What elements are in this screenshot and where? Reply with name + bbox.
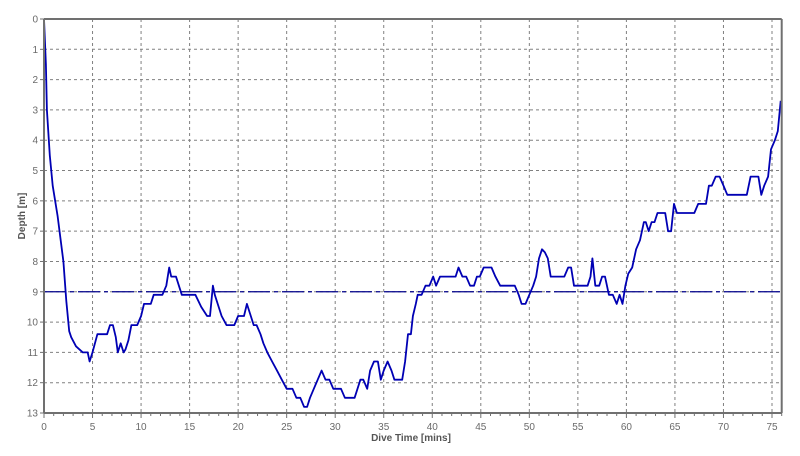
depth-line <box>43 18 782 408</box>
y-tick-label: 3 <box>32 105 38 116</box>
x-minor-ticks <box>43 413 783 418</box>
y-tick-label: 8 <box>32 257 38 268</box>
x-tick-label: 20 <box>233 422 245 433</box>
x-tick-label: 75 <box>766 422 778 433</box>
x-tick-label: 5 <box>90 422 96 433</box>
x-tick-label: 15 <box>184 422 196 433</box>
y-tick-label: 12 <box>27 378 39 389</box>
x-tick-label: 45 <box>475 422 487 433</box>
y-tick-label: 4 <box>32 136 38 147</box>
x-tick-label: 30 <box>330 422 342 433</box>
y-tick-label: 13 <box>27 409 39 420</box>
y-tick-label: 7 <box>32 227 38 238</box>
x-tick-label: 55 <box>572 422 584 433</box>
y-tick-label: 5 <box>32 166 38 177</box>
y-tick-label: 1 <box>32 45 38 56</box>
x-tick-label: 65 <box>669 422 681 433</box>
depth-series <box>43 18 782 408</box>
y-tick-label: 2 <box>32 75 38 86</box>
x-axis-title: Dive Time [mins] <box>371 433 451 444</box>
y-tick-label: 6 <box>32 196 38 207</box>
x-axis-tick-labels: 0 5 10 15 20 25 30 35 40 45 50 55 60 65 70 75 <box>41 422 778 433</box>
y-tick-label: 11 <box>28 348 39 359</box>
x-tick-label: 70 <box>718 422 730 433</box>
x-tick-label: 10 <box>136 422 148 433</box>
x-tick-label: 40 <box>427 422 439 433</box>
y-tick-label: 10 <box>27 318 39 329</box>
y-tick-label: 0 <box>32 15 38 26</box>
x-tick-label: 35 <box>378 422 390 433</box>
x-tick-label: 0 <box>41 422 47 433</box>
y-tick-label: 9 <box>32 287 38 298</box>
x-tick-label: 60 <box>621 422 633 433</box>
x-tick-label: 50 <box>524 422 536 433</box>
y-axis-title: Depth [m] <box>17 193 28 240</box>
x-tick-label: 25 <box>281 422 293 433</box>
